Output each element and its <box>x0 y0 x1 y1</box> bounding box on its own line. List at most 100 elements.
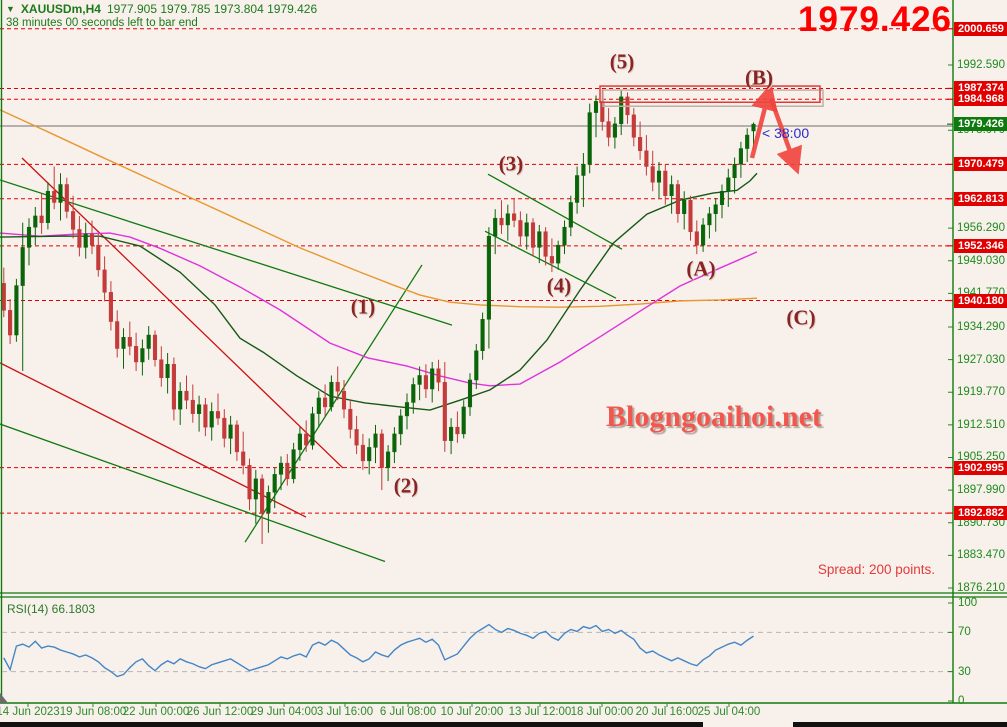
candle-body <box>549 256 554 264</box>
candle-body <box>682 199 687 214</box>
price-tick-label: 1905.250 <box>957 451 1005 464</box>
up-line-green-steep[interactable] <box>244 264 423 543</box>
candle-body <box>537 231 542 248</box>
candle-body <box>751 123 756 132</box>
ohlc-values: 1977.905 1979.785 1973.804 1979.426 <box>106 2 318 16</box>
price-tick-label: 1949.030 <box>957 254 1005 267</box>
candle-body <box>732 164 737 178</box>
candle-body <box>423 375 428 390</box>
candle-body <box>386 451 391 468</box>
price-level-badge: 1940.180 <box>954 293 1007 308</box>
candle-body <box>127 337 132 347</box>
candle-body <box>108 292 113 322</box>
candle-countdown-tag: < 38:00 <box>762 125 810 141</box>
candle-body <box>745 134 750 149</box>
time-axis-label: 22 Jun 00:00 <box>122 706 190 718</box>
price-tick-label: 1883.470 <box>957 549 1005 562</box>
candle-body <box>568 202 573 228</box>
price-tick-label: 1927.030 <box>957 353 1005 366</box>
candle-body <box>241 451 246 466</box>
forecast-arrow[interactable] <box>768 98 803 175</box>
candle-body <box>461 406 466 435</box>
candle-body <box>354 429 359 446</box>
candle-body <box>701 224 706 246</box>
wave-label-1: (1) <box>350 294 376 319</box>
down-line-red-steep[interactable] <box>21 157 344 469</box>
candle-body <box>190 399 195 414</box>
ma-magenta <box>0 232 758 387</box>
wave-label-5: (5) <box>609 49 635 74</box>
candle-body <box>726 177 731 192</box>
supply-zone-shadow <box>602 89 824 108</box>
candle-body <box>650 166 655 183</box>
candle-body <box>20 247 25 286</box>
wave-label-C: (C) <box>786 305 816 330</box>
candle-body <box>335 381 340 392</box>
candle-body <box>738 148 743 165</box>
rsi-line <box>3 623 754 678</box>
candle-body <box>675 184 680 214</box>
candle-body <box>436 368 441 383</box>
current-price-display: 1979.426 <box>798 0 952 39</box>
candle-body <box>524 222 529 237</box>
wave4-channel-lower[interactable] <box>484 230 617 299</box>
candle-body <box>404 402 410 417</box>
candle-body <box>77 229 82 248</box>
candle-body <box>669 184 674 196</box>
candle-body <box>442 381 447 441</box>
candle-body <box>556 244 561 264</box>
down-line-green-low[interactable] <box>0 423 386 563</box>
candle-body <box>348 408 353 430</box>
forecast-arrow[interactable] <box>749 82 778 159</box>
chart-dropdown-icon[interactable]: ▼ <box>6 4 15 14</box>
price-tick-label: 1956.290 <box>957 222 1005 235</box>
candle-body <box>8 310 13 336</box>
candle-body <box>45 190 50 223</box>
time-axis-label: 10 Jul 20:00 <box>440 706 504 718</box>
symbol-title: ▼ XAUUSDm,H4 1977.905 1979.785 1973.804 … <box>6 2 317 16</box>
candle-body <box>606 121 611 138</box>
candle-body <box>260 478 265 513</box>
candle-body <box>379 433 384 468</box>
candle-body <box>455 426 460 435</box>
price-level-badge: 1987.374 <box>954 81 1007 96</box>
price-tick-label: 1876.210 <box>957 581 1005 594</box>
candle-body <box>562 226 567 246</box>
candle-body <box>430 368 435 390</box>
candle-body <box>417 375 422 385</box>
price-level-badge: 1984.968 <box>954 92 1007 107</box>
candle-body <box>272 474 277 493</box>
price-level-badge: 1892.882 <box>954 506 1007 521</box>
supply-zone-rectangle[interactable] <box>599 85 821 104</box>
candle-body <box>165 363 170 378</box>
candle-body <box>688 199 693 232</box>
candle-body <box>64 184 69 212</box>
candle-body <box>215 411 221 419</box>
candle-body <box>360 444 365 462</box>
candle-body <box>411 384 416 403</box>
bottom-strip-left <box>0 722 703 727</box>
candle-body <box>171 363 176 410</box>
time-axis-label: 19 Jun 08:00 <box>59 706 127 718</box>
price-tick-label: 1919.770 <box>957 386 1005 399</box>
candle-body <box>656 170 662 183</box>
current-price-badge: 1979.426 <box>954 117 1007 132</box>
candle-body <box>310 413 315 446</box>
wave4-channel-upper[interactable] <box>487 173 623 250</box>
candle-body <box>575 175 580 203</box>
rsi-scale-label: 70 <box>958 626 971 639</box>
price-level-badge: 1952.346 <box>954 238 1007 253</box>
price-level-badge: 1962.813 <box>954 191 1007 206</box>
time-axis-label: 20 Jul 16:00 <box>635 706 699 718</box>
candle-body <box>499 217 504 226</box>
candle-body <box>152 334 158 360</box>
candle-body <box>663 170 668 196</box>
candle-body <box>266 492 271 513</box>
time-axis-label: 14 Jun 2023 <box>0 706 60 718</box>
candle-body <box>184 390 189 401</box>
price-tick-label: 1912.510 <box>957 418 1005 431</box>
down-line-green-high[interactable] <box>0 179 453 326</box>
candle-body <box>222 417 227 439</box>
bar-countdown-text: 38 minutes 00 seconds left to bar end <box>6 17 198 29</box>
